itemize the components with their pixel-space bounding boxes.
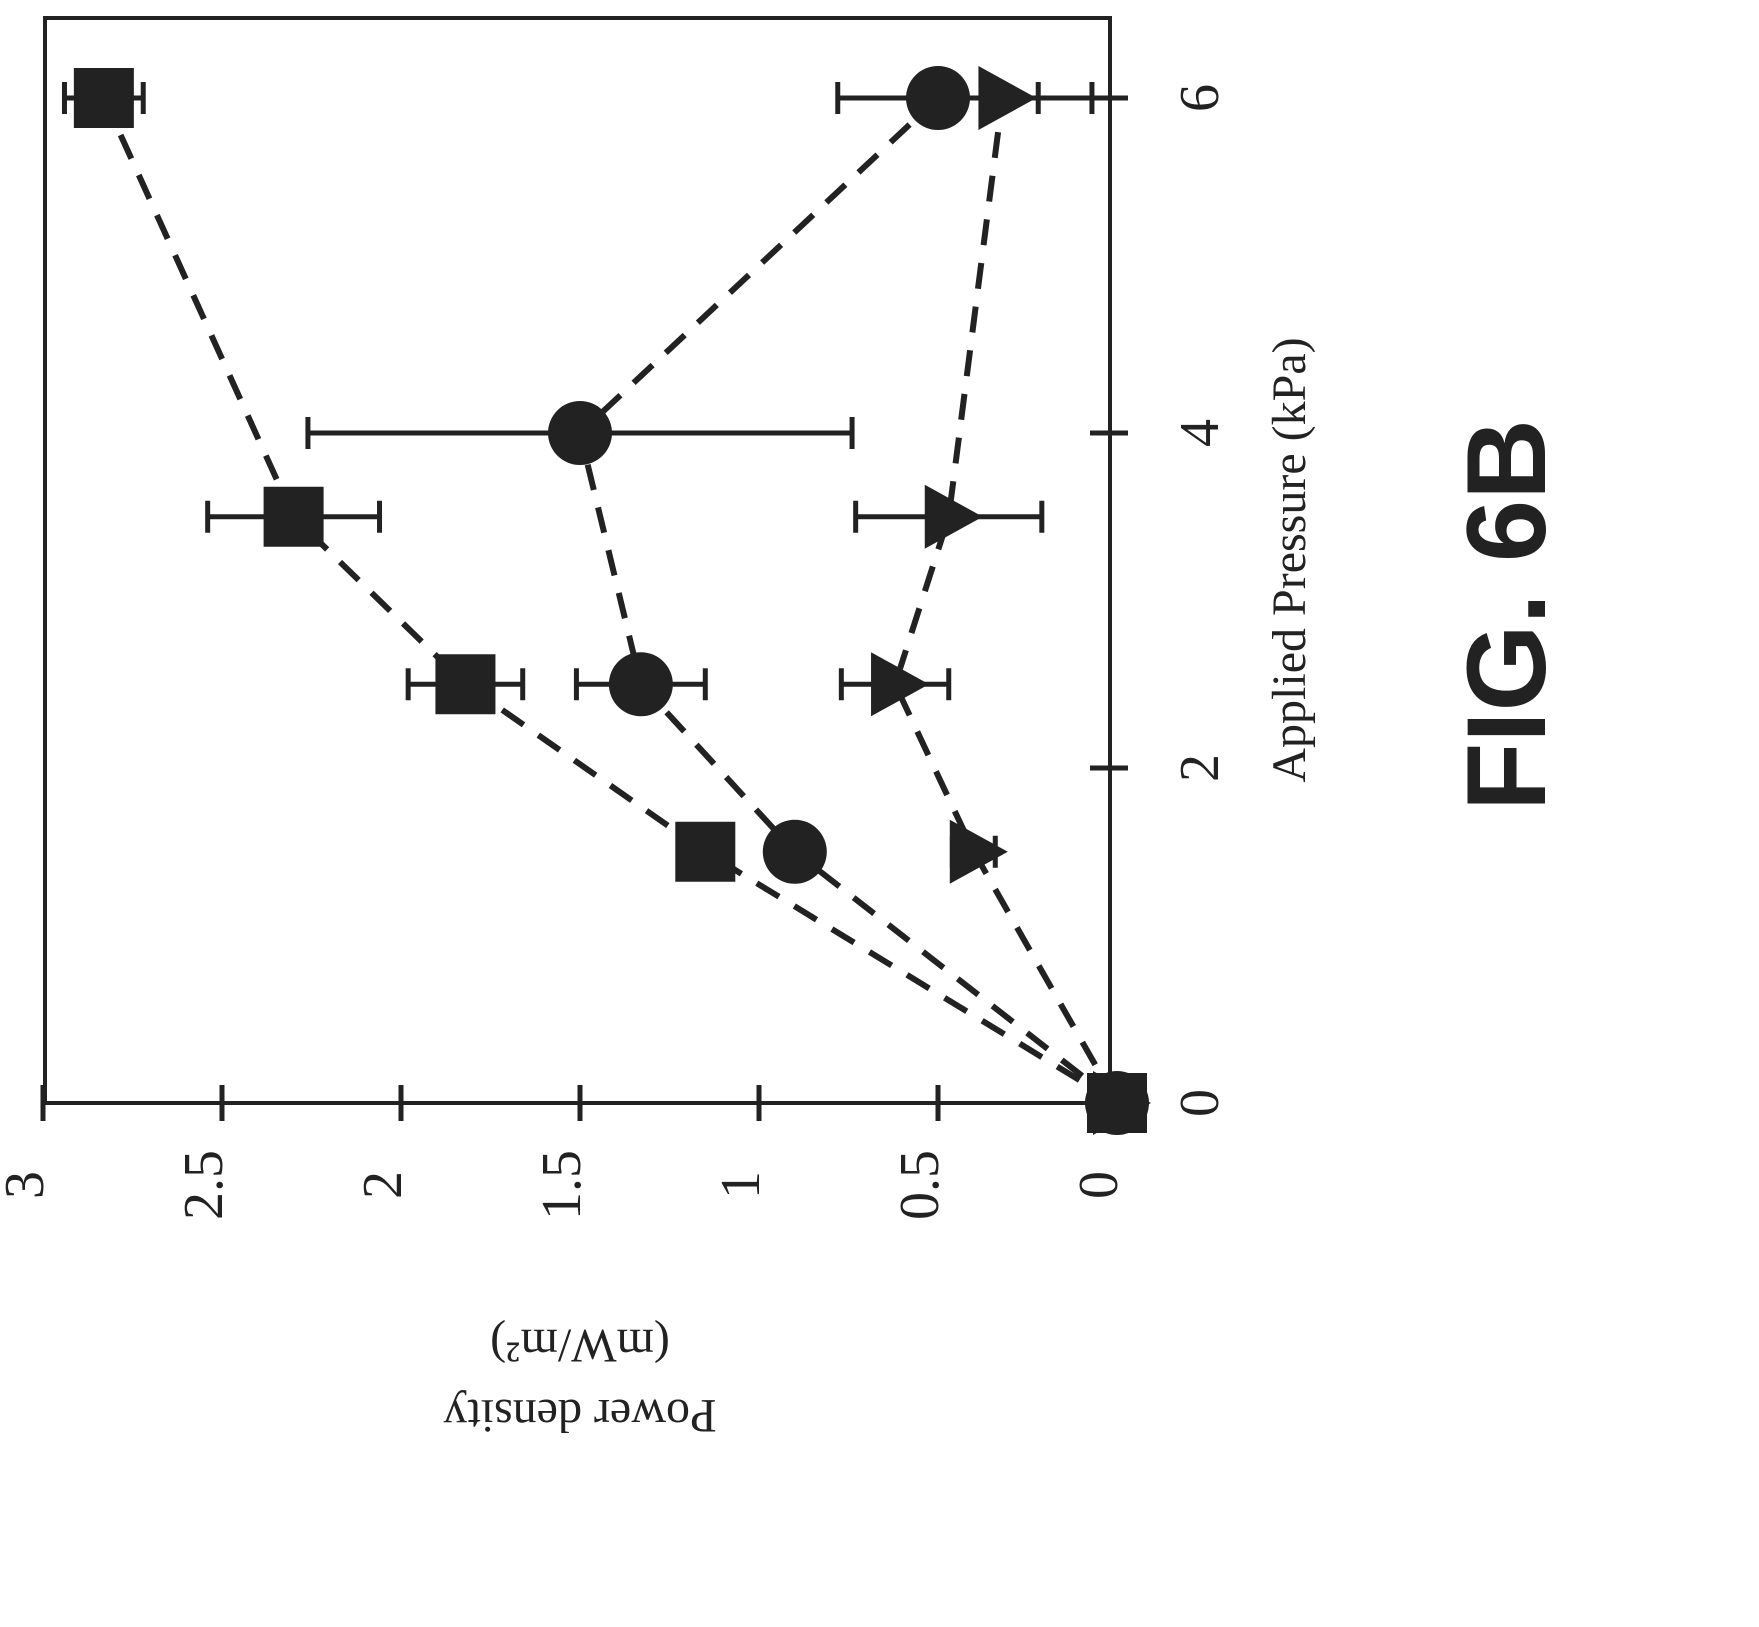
figure-label: FIG. 6B [1444, 419, 1569, 811]
y-axis-label-line2: (mW/m²) [490, 1319, 670, 1372]
circle-marker [762, 819, 827, 884]
tick-labels: 0 2 4 6 0 0.5 1 1.5 2 2.5 3 [0, 84, 1231, 1220]
circle-marker [548, 401, 612, 465]
y-tick-label: 1 [710, 1171, 772, 1199]
x-tick-label: 4 [1169, 419, 1231, 447]
square-marker [675, 821, 736, 882]
x-tick-label: 0 [1169, 1089, 1231, 1117]
series-lines [101, 95, 1120, 1106]
y-tick-label: 1.5 [531, 1150, 593, 1220]
y-tick-label: 0 [1068, 1171, 1130, 1199]
triangle-marker [924, 484, 983, 549]
plot-frame [43, 16, 1112, 1105]
triangle-marker [949, 819, 1008, 884]
circle-marker [906, 66, 970, 130]
triangle-marker [1093, 1071, 1151, 1135]
y-tick-label: 3 [0, 1171, 56, 1199]
x-tick-label: 6 [1169, 84, 1231, 112]
square-series-line [101, 96, 1119, 1106]
circle-series-line [576, 95, 1119, 1106]
y-tick-label: 2 [352, 1171, 414, 1199]
x-tick-label: 2 [1169, 754, 1231, 782]
data-markers [73, 66, 1151, 1135]
circle-marker [608, 652, 673, 717]
square-marker [73, 68, 134, 128]
square-marker [263, 486, 324, 547]
triangle-marker [978, 66, 1037, 130]
x-axis-label: Applied Pressure (kPa) [1263, 337, 1316, 782]
error-bars [61, 82, 1095, 868]
triangle-marker [871, 652, 930, 717]
axis-ticks [40, 95, 1128, 1121]
y-tick-label: 0.5 [889, 1150, 951, 1220]
y-axis-label-line1: Power density [443, 1389, 716, 1442]
triangle-series-line [891, 97, 1120, 1105]
y-tick-label: 2.5 [173, 1150, 235, 1220]
square-marker [435, 654, 496, 715]
